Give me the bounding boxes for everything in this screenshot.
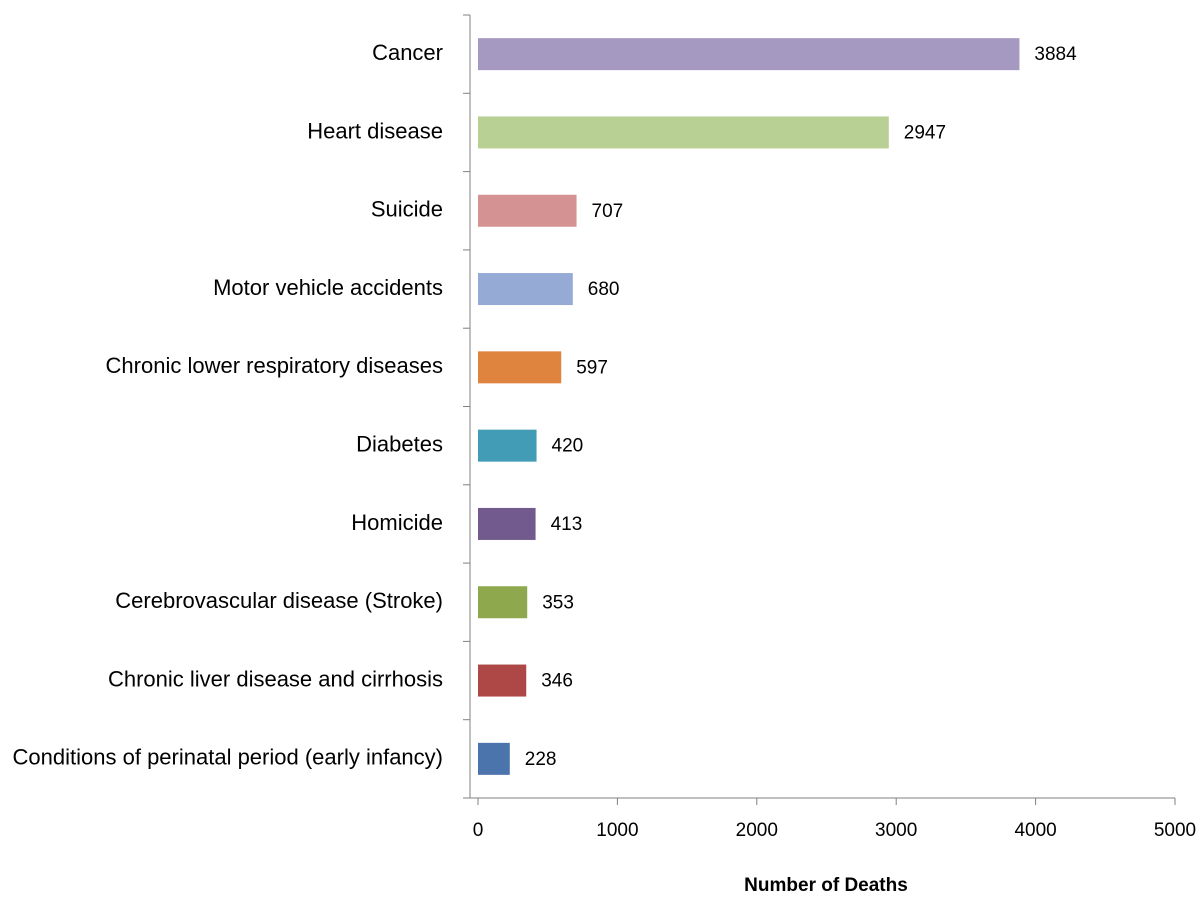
y-tick-label: Heart disease [307, 118, 443, 143]
value-label: 346 [541, 671, 573, 692]
value-label: 3884 [1034, 44, 1077, 65]
x-tick-label: 1000 [596, 820, 638, 841]
bar [478, 273, 573, 306]
value-label: 413 [551, 514, 583, 535]
bar [478, 351, 562, 384]
y-tick-label: Conditions of perinatal period (early in… [13, 745, 443, 770]
value-label: 680 [588, 279, 620, 300]
value-label: 420 [552, 436, 584, 457]
bar [478, 664, 527, 697]
x-tick-label: 0 [473, 820, 484, 841]
value-label: 707 [592, 201, 624, 222]
y-tick-label: Diabetes [356, 431, 443, 456]
bar [478, 116, 889, 149]
bar [478, 742, 510, 775]
y-tick-label: Cerebrovascular disease (Stroke) [115, 588, 443, 613]
x-tick-label: 3000 [875, 820, 917, 841]
x-axis-title: Number of Deaths [744, 875, 908, 896]
bar [478, 507, 536, 540]
y-tick-label: Motor vehicle accidents [213, 275, 443, 300]
bar [478, 429, 537, 462]
y-tick-label: Cancer [372, 40, 443, 65]
y-tick-label: Homicide [351, 510, 443, 535]
x-tick-label: 4000 [1014, 820, 1056, 841]
value-label: 2947 [904, 122, 946, 143]
x-tick-label: 5000 [1154, 820, 1196, 841]
value-label: 597 [576, 357, 608, 378]
value-label: 353 [542, 592, 574, 613]
y-tick-label: Suicide [371, 197, 443, 222]
bar [478, 586, 528, 619]
y-tick-label: Chronic lower respiratory diseases [106, 353, 443, 378]
bar [478, 194, 577, 227]
y-tick-label: Chronic liver disease and cirrhosis [108, 666, 443, 691]
value-label: 228 [525, 749, 557, 770]
x-tick-label: 2000 [736, 820, 778, 841]
bar [478, 38, 1020, 71]
